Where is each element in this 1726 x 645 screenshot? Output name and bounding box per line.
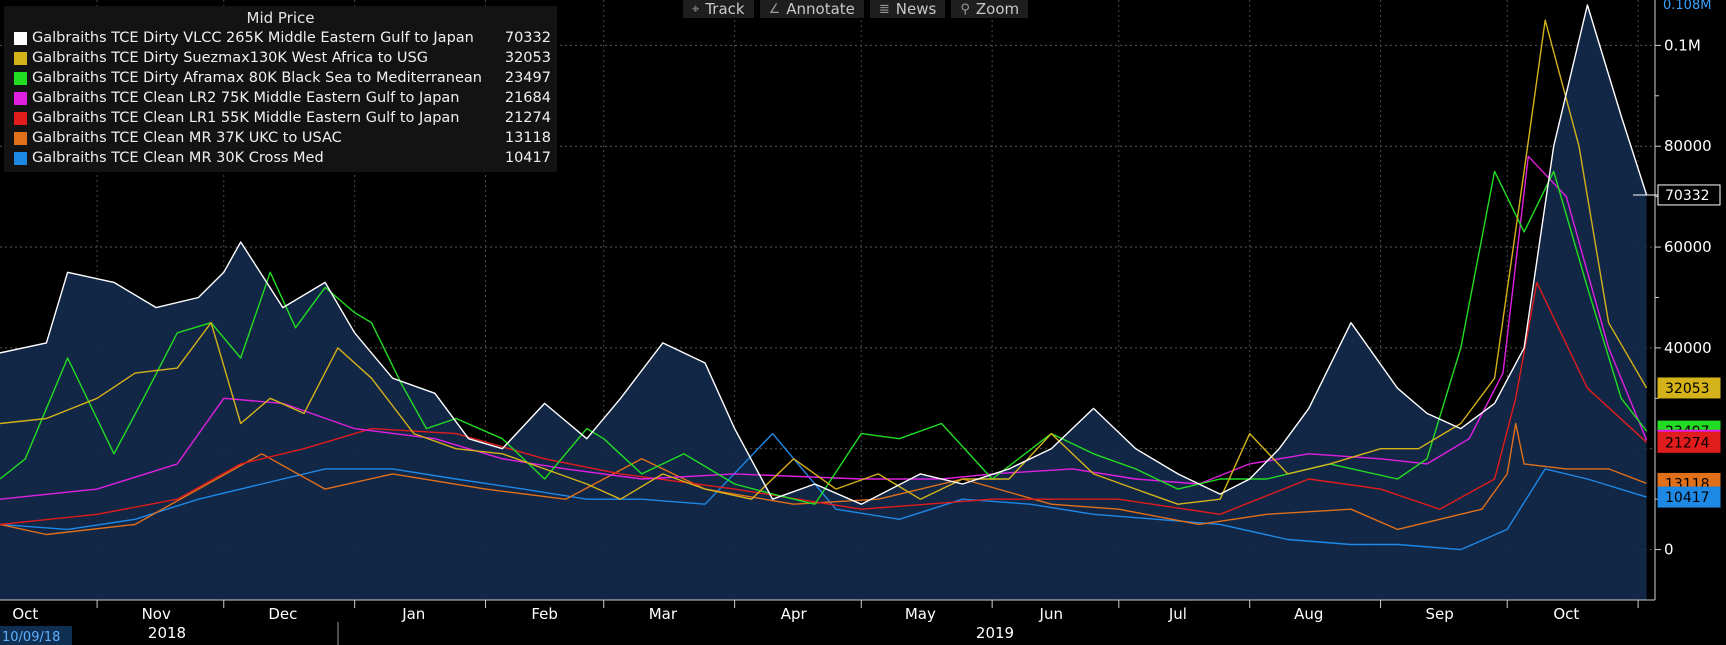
pencil-icon: ∠ — [768, 1, 781, 17]
last-value-tag: 70332 — [1633, 184, 1721, 206]
legend-item-name: Galbraiths TCE Clean LR1 55K Middle East… — [32, 110, 460, 126]
x-month-label: Feb — [531, 605, 558, 623]
last-value-tag: 32053 — [1657, 377, 1721, 399]
legend-item-aframax[interactable]: Galbraiths TCE Dirty Aframax 80K Black S… — [4, 68, 557, 88]
x-month-label: Dec — [268, 605, 297, 623]
legend-item-mr37[interactable]: Galbraiths TCE Clean MR 37K UKC to USAC … — [4, 128, 557, 148]
chart-toolbar: ⌖ Track ∠ Annotate ≣ News ⚲ Zoom — [683, 0, 1029, 18]
x-month-label: Sep — [1426, 605, 1454, 623]
legend-item-value: 10417 — [504, 150, 551, 166]
last-value-tag-box — [1657, 377, 1721, 399]
year-label: 2019 — [976, 624, 1014, 642]
start-date-label: 10/09/18 — [2, 630, 60, 645]
magnifier-icon: ⚲ — [960, 1, 970, 17]
x-month-label: Jan — [401, 605, 425, 623]
last-value-tag-box — [1657, 431, 1721, 453]
legend-item-name: Galbraiths TCE Clean MR 37K UKC to USAC — [32, 130, 342, 146]
track-label: Track — [705, 0, 745, 18]
bottom-x-axis: Oct Nov Dec Jan Feb Mar Apr May Jun Jul Aug Sep Oct 2… — [0, 599, 1655, 645]
last-value-tag-label: 70332 — [1665, 188, 1710, 204]
x-month-label: Jun — [1039, 605, 1063, 623]
legend-item-name: Galbraiths TCE Dirty Suezmax130K West Af… — [32, 50, 428, 66]
legend-item-name: Galbraiths TCE Clean LR2 75K Middle East… — [32, 90, 460, 106]
legend-swatch — [14, 51, 27, 65]
series-line-mr30 — [0, 432, 1647, 551]
legend-item-name: Galbraiths TCE Dirty Aframax 80K Black S… — [32, 70, 482, 86]
track-button[interactable]: ⌖ Track — [683, 0, 754, 18]
news-button[interactable]: ≣ News — [869, 0, 946, 18]
legend-item-name: Galbraiths TCE Dirty VLCC 265K Middle Ea… — [32, 30, 474, 46]
start-date-box — [0, 626, 72, 645]
x-month-label: May — [905, 605, 936, 623]
zoom-button[interactable]: ⚲ Zoom — [951, 0, 1029, 18]
annotate-button[interactable]: ∠ Annotate — [759, 0, 864, 18]
series-lines — [0, 4, 1648, 551]
last-value-tag-label: 10417 — [1665, 490, 1710, 506]
x-month-label: Mar — [649, 605, 678, 623]
legend-item-mr30[interactable]: Galbraiths TCE Clean MR 30K Cross Med 10… — [4, 148, 557, 168]
x-month-label: Oct — [12, 605, 38, 623]
legend-item-value: 13118 — [504, 130, 551, 146]
news-label: News — [895, 0, 937, 18]
series-line-aframax — [0, 170, 1648, 505]
series-line-suezmax — [0, 19, 1648, 505]
y-axis-top-label: 0.108M — [1663, 0, 1711, 13]
zoom-label: Zoom — [975, 0, 1020, 18]
legend-item-value: 32053 — [504, 50, 551, 66]
legend-item-vlcc[interactable]: Galbraiths TCE Dirty VLCC 265K Middle Ea… — [4, 28, 557, 48]
right-y-axis: 04000060000800000.1M0.108M70332320532349… — [1633, 0, 1721, 600]
x-month-label: Apr — [781, 605, 808, 623]
y-tick-label: 80000 — [1664, 137, 1712, 155]
series-area-fill — [0, 5, 1647, 601]
legend-swatch — [14, 31, 27, 45]
legend-item-lr1[interactable]: Galbraiths TCE Clean LR1 55K Middle East… — [4, 108, 557, 128]
legend-swatch — [14, 111, 27, 125]
chart-legend[interactable]: Mid Price Galbraiths TCE Dirty VLCC 265K… — [4, 6, 557, 172]
x-month-label: Jul — [1168, 605, 1187, 623]
last-value-tag-label: 21274 — [1665, 435, 1710, 451]
crosshair-icon: ⌖ — [692, 1, 700, 17]
vlcc-area-fill — [0, 5, 1647, 601]
legend-swatch — [14, 131, 27, 145]
legend-item-suezmax[interactable]: Galbraiths TCE Dirty Suezmax130K West Af… — [4, 48, 557, 68]
x-month-label: Nov — [142, 605, 171, 623]
series-line-vlcc — [0, 4, 1648, 505]
y-tick-label: 0 — [1664, 541, 1674, 559]
last-value-tag-label: 32053 — [1665, 381, 1710, 397]
legend-item-value: 21684 — [504, 90, 551, 106]
last-value-tag-box — [1657, 486, 1721, 508]
legend-swatch — [14, 71, 27, 85]
year-label: 2018 — [148, 624, 186, 642]
legend-item-value: 23497 — [504, 70, 551, 86]
legend-item-value: 21274 — [504, 110, 551, 126]
y-tick-label: 40000 — [1664, 339, 1712, 357]
legend-item-value: 70332 — [504, 30, 551, 46]
legend-item-lr2[interactable]: Galbraiths TCE Clean LR2 75K Middle East… — [4, 88, 557, 108]
x-month-label: Aug — [1294, 605, 1323, 623]
annotate-label: Annotate — [786, 0, 855, 18]
series-line-lr1 — [0, 281, 1648, 526]
x-month-label: Oct — [1553, 605, 1579, 623]
news-icon: ≣ — [878, 1, 890, 17]
legend-swatch — [14, 151, 27, 165]
legend-item-name: Galbraiths TCE Clean MR 30K Cross Med — [32, 150, 324, 166]
y-tick-label: 0.1M — [1664, 36, 1701, 54]
last-value-tag: 21274 — [1657, 431, 1721, 453]
last-value-tag: 10417 — [1657, 486, 1721, 508]
legend-swatch — [14, 91, 27, 105]
legend-title: Mid Price — [246, 9, 315, 27]
y-tick-label: 60000 — [1664, 238, 1712, 256]
